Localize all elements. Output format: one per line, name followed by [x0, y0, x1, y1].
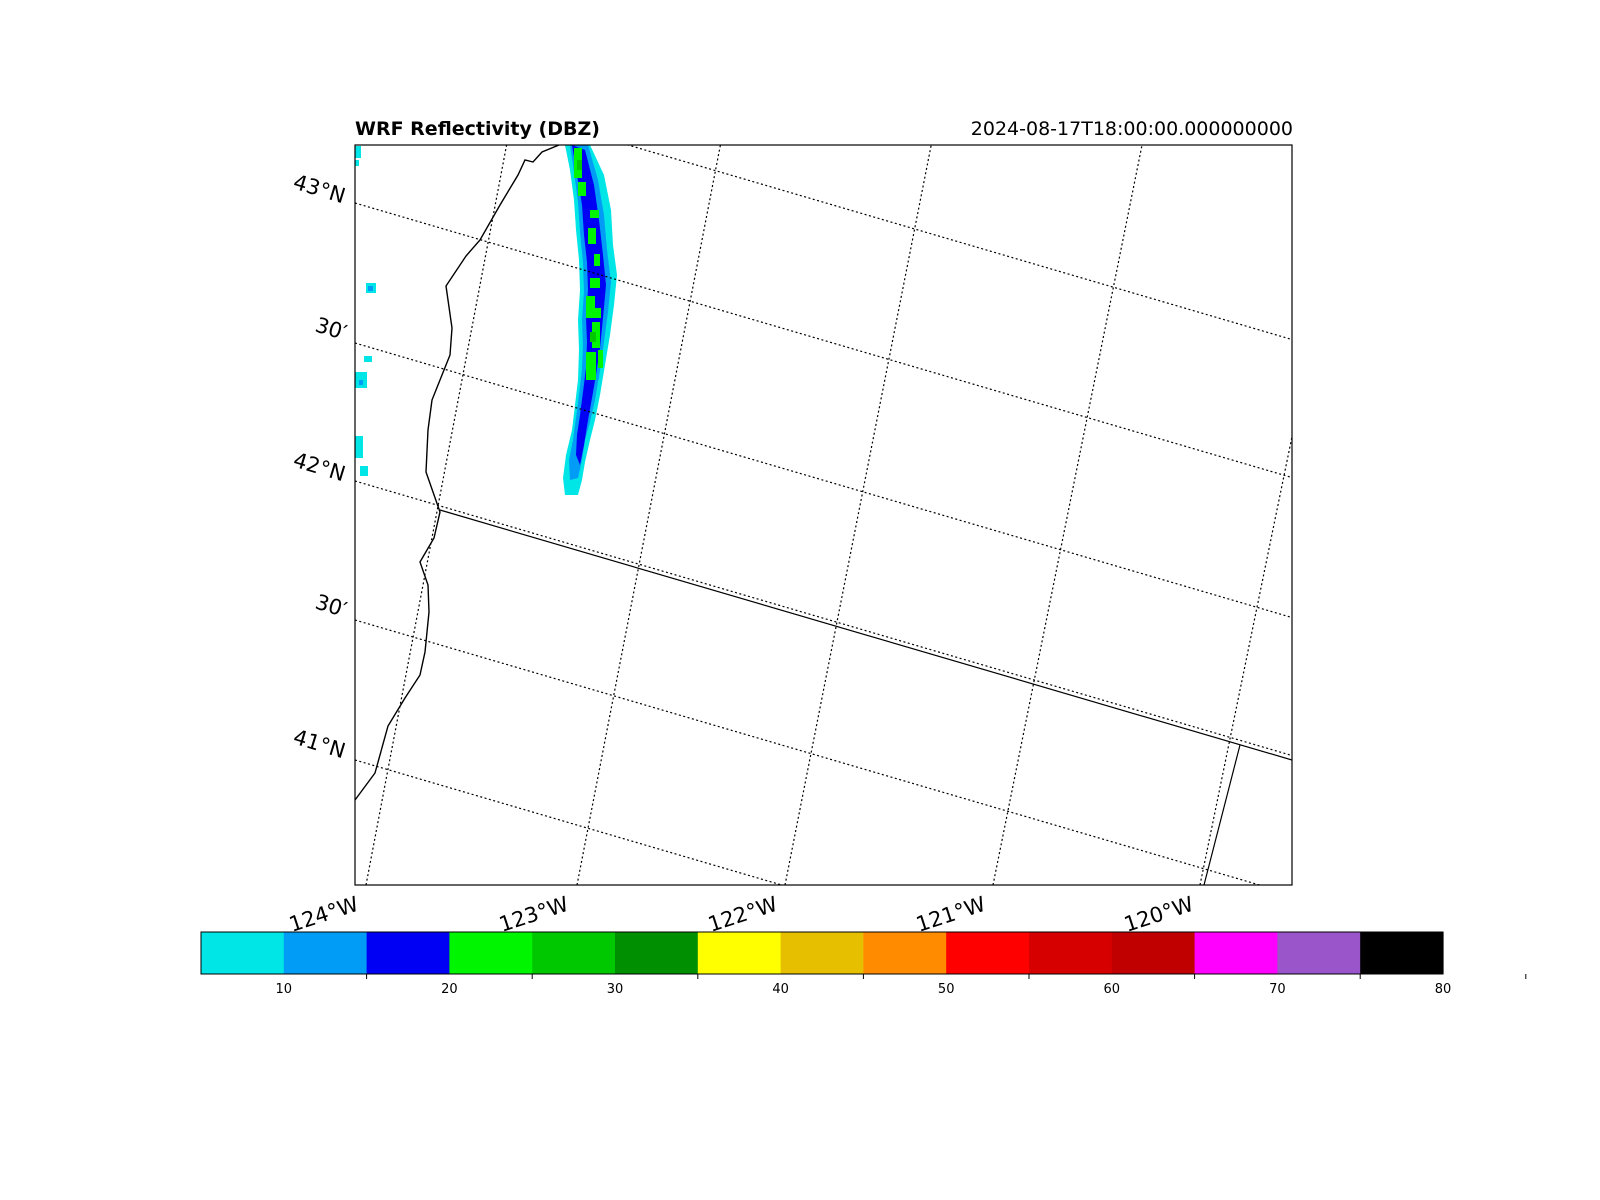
map-frame	[354, 144, 1293, 886]
colorbar-segment	[532, 932, 616, 974]
colorbar-tick-label: 50	[938, 982, 955, 997]
latitude-line	[355, 480, 1292, 757]
colorbar-segment	[1360, 932, 1444, 974]
longitude-line	[1199, 433, 1292, 885]
lat-label: 41°N	[291, 725, 349, 763]
colorbar-tick-label: 40	[772, 982, 789, 997]
latitude-line	[355, 759, 784, 885]
colorbar-ticks: 10 20 30 40 50 60 70 80	[276, 974, 1527, 997]
state-border	[439, 509, 1292, 885]
colorbar-segment	[863, 932, 947, 974]
lat-labels: 43°N 30′ 42°N 30′ 41°N	[291, 170, 350, 763]
colorbar-segment	[366, 932, 450, 974]
lon-label: 122°W	[705, 892, 780, 937]
colorbar-segment	[697, 932, 782, 974]
colorbar	[201, 932, 1444, 974]
latitude-line	[355, 202, 1292, 479]
colorbar-segment	[1029, 932, 1113, 974]
colorbar-tick-label: 30	[607, 982, 624, 997]
colorbar-tick-label: 60	[1104, 982, 1121, 997]
latitude-line	[355, 342, 1292, 619]
lon-labels: 124°W 123°W 122°W 121°W 120°W	[286, 892, 1196, 937]
longitude-line	[365, 145, 508, 885]
colorbar-segment	[780, 932, 864, 974]
lat-label: 30′	[313, 590, 350, 622]
colorbar-tick-label: 10	[276, 982, 293, 997]
colorbar-segment	[1194, 932, 1278, 974]
colorbar-segment	[449, 932, 533, 974]
edge-cells	[355, 146, 376, 476]
lat-label: 42°N	[291, 448, 349, 486]
lat-label: 43°N	[291, 170, 349, 208]
colorbar-segment	[1111, 932, 1196, 974]
reflectivity-field	[355, 145, 617, 495]
map-title: WRF Reflectivity (DBZ)	[355, 118, 600, 140]
colorbar-segment	[201, 932, 285, 974]
colorbar-segment	[1277, 932, 1361, 974]
colorbar-segment	[946, 932, 1030, 974]
colorbar-segment	[283, 932, 368, 974]
coastline	[355, 145, 560, 801]
colorbar-tick-label: 20	[441, 982, 458, 997]
latitude-line	[355, 619, 1262, 885]
valid-time: 2024-08-17T18:00:00.000000000	[970, 118, 1293, 140]
lon-label: 121°W	[913, 892, 988, 937]
colorbar-segment	[615, 932, 699, 974]
longitude-line	[784, 145, 932, 885]
lon-label: 123°W	[496, 892, 571, 937]
longitude-line	[992, 145, 1143, 885]
colorbar-frame	[200, 931, 1444, 975]
colorbar-tick-label: 70	[1269, 982, 1286, 997]
lon-label: 124°W	[286, 892, 361, 937]
lat-label: 30′	[313, 313, 350, 345]
graticule	[355, 145, 1560, 885]
longitude-line	[1405, 145, 1560, 885]
lon-label: 120°W	[1121, 892, 1196, 937]
green-cells-dark	[577, 160, 596, 342]
colorbar-tick-label: 80	[1435, 982, 1452, 997]
